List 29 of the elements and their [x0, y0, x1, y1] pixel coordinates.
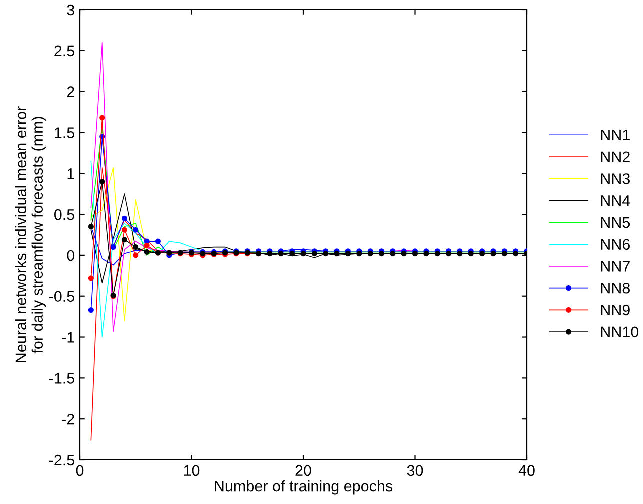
legend-label: NN6	[601, 239, 630, 250]
x-tick-label: 10	[184, 465, 200, 476]
y-tick-label: 0.5	[54, 209, 74, 220]
legend-label: NN10	[601, 326, 639, 338]
y-axis-title: Neural networks individual mean error for daily streamflow forecasts (mm)	[15, 106, 46, 362]
y-tick-label: 2	[67, 86, 74, 98]
y-tick-label: -0.5	[49, 291, 74, 302]
legend-label: NN1	[601, 130, 630, 140]
legend-label: NN5	[601, 218, 630, 228]
x-tick-label: 0	[76, 465, 84, 476]
y-tick-label: 1.5	[55, 128, 74, 138]
x-axis-title: Number of training epochs	[215, 480, 393, 495]
legend-label: NN7	[601, 261, 630, 272]
legend-label: NN2	[601, 152, 630, 162]
legend-label: NN3	[601, 174, 630, 184]
legend-label: NN8	[601, 282, 630, 294]
legend-label: NN4	[601, 196, 630, 206]
y-tick-label: -2	[62, 414, 74, 425]
x-tick-label: 20	[296, 465, 312, 476]
y-tick-label: -1	[62, 332, 74, 343]
y-tick-label: 2.5	[54, 46, 74, 57]
y-tick-label: 0	[67, 250, 75, 262]
x-tick-label: 40	[518, 465, 535, 476]
legend-label: NN9	[601, 304, 630, 316]
x-tick-label: 30	[407, 465, 424, 476]
y-tick-label: -2.5	[49, 454, 74, 466]
y-tick-label: 3	[67, 4, 74, 16]
y-tick-label: -1.5	[49, 373, 74, 384]
y-tick-label: 1	[68, 168, 74, 180]
